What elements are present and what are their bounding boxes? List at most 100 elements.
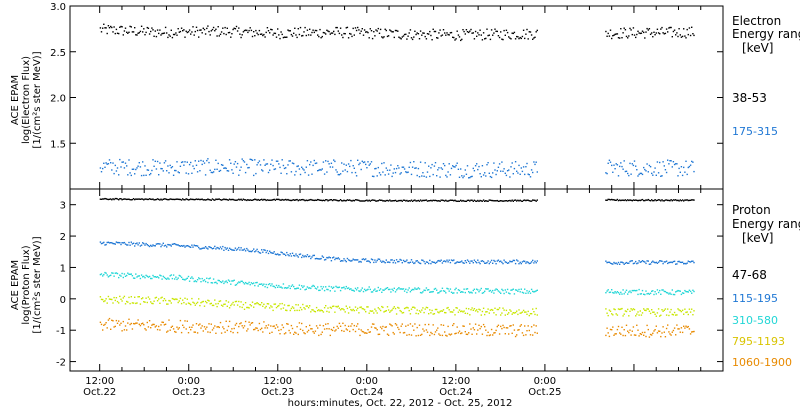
data-point-310-580 bbox=[134, 277, 136, 279]
data-point-1060-1900 bbox=[343, 330, 345, 332]
data-point-38-53 bbox=[476, 35, 478, 37]
data-point-115-195 bbox=[202, 247, 204, 249]
data-point-47-68 bbox=[254, 198, 256, 200]
data-point-310-580 bbox=[113, 275, 115, 277]
data-point-1060-1900 bbox=[134, 323, 136, 325]
data-point-1060-1900 bbox=[510, 325, 512, 327]
data-point-310-580 bbox=[461, 291, 463, 293]
data-point-1060-1900 bbox=[675, 334, 677, 336]
data-point-795-1193 bbox=[504, 314, 506, 316]
data-point-310-580 bbox=[184, 279, 186, 281]
data-point-175-315 bbox=[517, 172, 519, 174]
data-point-47-68 bbox=[403, 199, 406, 201]
data-point-175-315 bbox=[669, 160, 671, 162]
data-point-175-315 bbox=[184, 161, 186, 163]
data-point-115-195 bbox=[617, 261, 620, 264]
data-point-38-53 bbox=[266, 27, 269, 29]
data-point-795-1193 bbox=[152, 302, 154, 305]
data-point-38-53 bbox=[172, 33, 175, 36]
data-point-115-195 bbox=[659, 260, 661, 262]
data-point-175-315 bbox=[504, 172, 506, 174]
data-point-795-1193 bbox=[131, 302, 134, 304]
data-point-47-68 bbox=[384, 200, 386, 202]
data-point-795-1193 bbox=[279, 303, 281, 305]
data-point-795-1193 bbox=[350, 308, 352, 311]
data-point-47-68 bbox=[271, 199, 273, 201]
data-point-310-580 bbox=[123, 273, 126, 275]
data-point-1060-1900 bbox=[307, 329, 310, 332]
data-point-175-315 bbox=[518, 164, 520, 167]
data-point-310-580 bbox=[351, 289, 353, 291]
data-point-47-68 bbox=[617, 199, 620, 202]
data-point-1060-1900 bbox=[235, 322, 238, 325]
data-point-1060-1900 bbox=[296, 326, 298, 328]
data-point-115-195 bbox=[323, 259, 326, 261]
data-point-1060-1900 bbox=[299, 328, 302, 330]
data-point-1060-1900 bbox=[630, 334, 632, 336]
data-point-115-195 bbox=[629, 260, 631, 263]
data-point-795-1193 bbox=[130, 296, 132, 298]
data-point-115-195 bbox=[255, 250, 257, 252]
data-point-310-580 bbox=[216, 282, 218, 285]
data-point-115-195 bbox=[325, 258, 327, 261]
data-point-38-53 bbox=[235, 25, 238, 28]
data-point-115-195 bbox=[162, 242, 164, 244]
data-point-1060-1900 bbox=[271, 331, 273, 333]
data-point-1060-1900 bbox=[140, 323, 143, 325]
data-point-795-1193 bbox=[271, 306, 273, 308]
data-point-1060-1900 bbox=[627, 330, 629, 332]
data-point-1060-1900 bbox=[251, 322, 254, 324]
data-point-175-315 bbox=[619, 165, 621, 168]
data-point-1060-1900 bbox=[261, 327, 263, 329]
data-point-310-580 bbox=[294, 288, 296, 290]
data-point-47-68 bbox=[461, 200, 463, 202]
data-point-47-68 bbox=[675, 199, 677, 201]
data-point-38-53 bbox=[306, 29, 309, 31]
data-point-115-195 bbox=[422, 259, 424, 262]
data-point-175-315 bbox=[174, 169, 176, 172]
data-point-38-53 bbox=[478, 34, 480, 36]
data-point-175-315 bbox=[436, 175, 438, 177]
data-point-310-580 bbox=[455, 287, 457, 289]
data-point-38-53 bbox=[365, 31, 367, 33]
data-point-115-195 bbox=[425, 261, 428, 263]
data-point-1060-1900 bbox=[624, 334, 627, 337]
data-point-175-315 bbox=[195, 164, 198, 166]
data-point-795-1193 bbox=[441, 310, 444, 312]
data-point-795-1193 bbox=[663, 309, 665, 311]
data-point-795-1193 bbox=[267, 303, 270, 305]
data-point-1060-1900 bbox=[449, 334, 452, 336]
data-point-1060-1900 bbox=[498, 333, 501, 335]
data-point-310-580 bbox=[486, 288, 488, 290]
data-point-175-315 bbox=[327, 160, 329, 163]
data-point-310-580 bbox=[502, 289, 504, 292]
data-point-115-195 bbox=[318, 258, 320, 260]
data-point-795-1193 bbox=[227, 301, 230, 303]
data-point-115-195 bbox=[317, 258, 319, 260]
data-point-115-195 bbox=[374, 259, 376, 261]
data-point-1060-1900 bbox=[99, 321, 102, 323]
proton-y-tick-label: 2 bbox=[60, 232, 66, 243]
data-point-38-53 bbox=[186, 31, 188, 34]
data-point-47-68 bbox=[296, 198, 298, 201]
data-point-1060-1900 bbox=[468, 332, 470, 334]
data-point-47-68 bbox=[255, 198, 257, 201]
data-point-175-315 bbox=[222, 164, 224, 166]
data-point-1060-1900 bbox=[138, 323, 140, 325]
data-point-175-315 bbox=[179, 165, 182, 167]
data-point-175-315 bbox=[127, 174, 129, 176]
data-point-1060-1900 bbox=[291, 327, 294, 330]
data-point-175-315 bbox=[169, 164, 171, 167]
data-point-795-1193 bbox=[429, 309, 431, 311]
data-point-175-315 bbox=[310, 161, 312, 163]
data-point-795-1193 bbox=[520, 312, 522, 314]
data-point-1060-1900 bbox=[418, 324, 421, 326]
data-point-115-195 bbox=[693, 261, 695, 264]
data-point-115-195 bbox=[429, 259, 431, 262]
data-point-47-68 bbox=[274, 199, 277, 201]
data-point-175-315 bbox=[455, 164, 457, 167]
data-point-47-68 bbox=[168, 198, 170, 201]
data-point-1060-1900 bbox=[641, 331, 644, 334]
data-point-175-315 bbox=[444, 164, 446, 167]
data-point-38-53 bbox=[437, 37, 439, 39]
